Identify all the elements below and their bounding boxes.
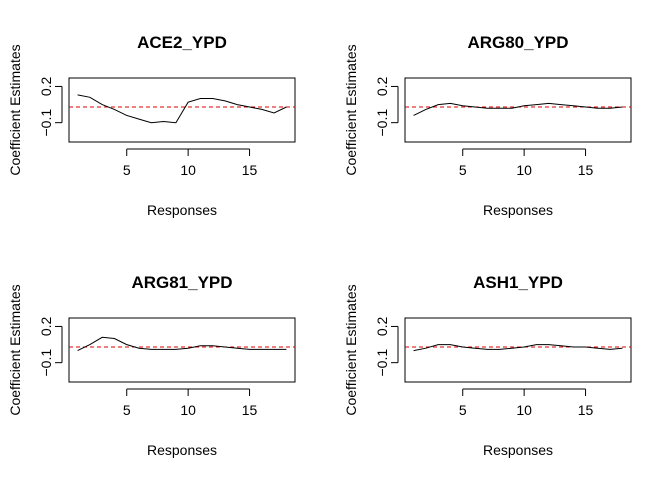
x-tick-label: 15 bbox=[578, 162, 594, 178]
x-tick-label: 15 bbox=[578, 402, 594, 418]
series-line bbox=[77, 336, 287, 352]
x-tick-label: 5 bbox=[123, 402, 131, 418]
chart-panel-3: ARG81_YPD 5 10 15 −0.1 0.2 Responses Coefficien… bbox=[7, 273, 296, 458]
x-tick-label: 10 bbox=[180, 162, 196, 178]
chart-title: ASH1_YPD bbox=[473, 273, 563, 292]
y-tick-label: −0.1 bbox=[38, 109, 54, 137]
y-tick-label: 0.2 bbox=[374, 317, 390, 337]
x-tick-label: 5 bbox=[459, 162, 467, 178]
x-tick-label: 10 bbox=[516, 402, 532, 418]
y-tick-label: 0.2 bbox=[374, 77, 390, 97]
x-axis-title: Responses bbox=[147, 442, 217, 458]
series-line bbox=[413, 102, 623, 116]
y-axis-title: Coefficient Estimates bbox=[343, 44, 359, 175]
x-tick-label: 15 bbox=[242, 162, 258, 178]
x-axis-title: Responses bbox=[147, 202, 217, 218]
plot-frame bbox=[404, 77, 632, 143]
chart-title: ARG81_YPD bbox=[131, 273, 232, 292]
plot-frame bbox=[404, 317, 632, 383]
x-axis-title: Responses bbox=[483, 202, 553, 218]
y-tick-label: −0.1 bbox=[38, 349, 54, 377]
x-tick-label: 10 bbox=[180, 402, 196, 418]
y-tick-label: 0.2 bbox=[38, 77, 54, 97]
chart-title: ARG80_YPD bbox=[467, 33, 568, 52]
plot-frame bbox=[68, 317, 296, 383]
x-axis-title: Responses bbox=[483, 442, 553, 458]
series-line bbox=[77, 94, 287, 124]
chart-title: ACE2_YPD bbox=[137, 33, 227, 52]
series-line bbox=[413, 344, 623, 352]
y-tick-label: −0.1 bbox=[374, 349, 390, 377]
y-axis-title: Coefficient Estimates bbox=[7, 44, 23, 175]
y-axis-title: Coefficient Estimates bbox=[7, 284, 23, 415]
y-axis-title: Coefficient Estimates bbox=[343, 284, 359, 415]
y-tick-label: 0.2 bbox=[38, 317, 54, 337]
y-tick-label: −0.1 bbox=[374, 109, 390, 137]
chart-panel-2: ARG80_YPD 5 10 15 −0.1 0.2 Responses Coefficien… bbox=[343, 33, 632, 218]
chart-panel-1: ACE2_YPD 5 10 15 −0.1 0.2 Responses Coefficient… bbox=[7, 33, 296, 218]
x-tick-label: 15 bbox=[242, 402, 258, 418]
x-tick-label: 5 bbox=[459, 402, 467, 418]
chart-panel-4: ASH1_YPD 5 10 15 −0.1 0.2 Responses Coefficient… bbox=[343, 273, 632, 458]
x-tick-label: 5 bbox=[123, 162, 131, 178]
plot-frame bbox=[68, 77, 296, 143]
x-tick-label: 10 bbox=[516, 162, 532, 178]
